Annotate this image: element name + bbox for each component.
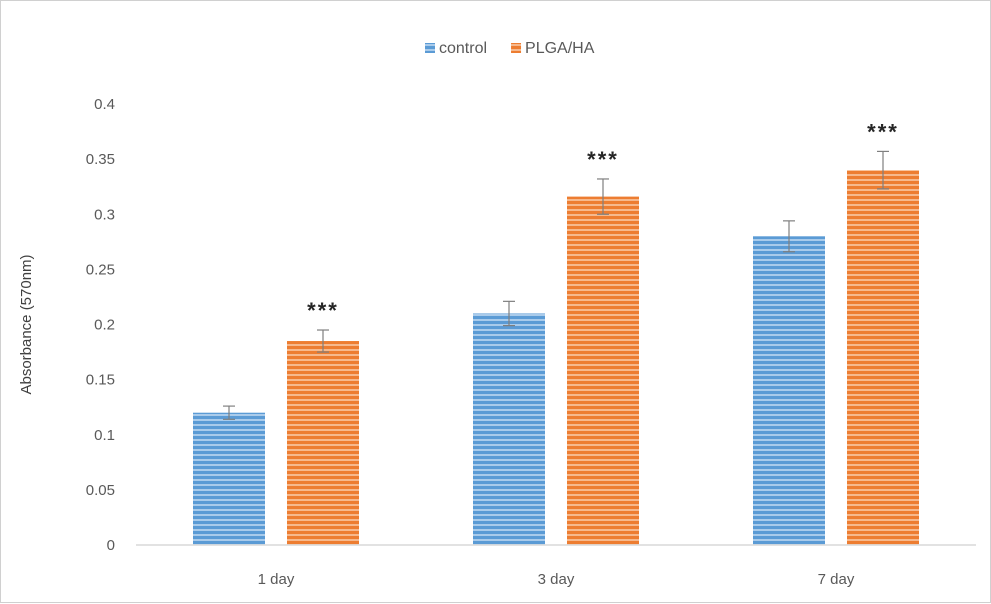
bar-plga-ha-2 [567, 196, 639, 546]
bar-control-3 [753, 236, 825, 546]
significance-annotations: *** *** *** [307, 119, 899, 323]
bar-plga-ha-1 [287, 341, 359, 545]
significance-annotation: *** [587, 147, 619, 172]
legend-swatch [511, 43, 522, 53]
x-tick-label: 3 day [538, 571, 575, 588]
error-bar-plga-ha-3 [877, 150, 889, 190]
y-tick-label: 0.2 [94, 317, 115, 334]
y-tick-label: 0.3 [94, 206, 115, 223]
x-tick-label: 1 day [258, 571, 295, 588]
legend-item-control: control [425, 40, 487, 57]
significance-annotation: *** [307, 298, 339, 323]
error-bar-plga-ha-1 [317, 329, 329, 353]
error-bar-control-1 [223, 405, 235, 420]
x-axis: 1 day 3 day 7 day [258, 571, 855, 588]
y-axis: 0 0.05 0.1 0.15 0.2 0.25 0.3 0.35 0.4 [86, 96, 115, 554]
x-tick-label: 7 day [818, 571, 855, 588]
y-tick-label: 0 [107, 537, 115, 554]
y-tick-label: 0.15 [86, 372, 115, 389]
bar-control-2 [473, 313, 545, 545]
error-bar-control-2 [503, 300, 515, 327]
y-tick-label: 0.25 [86, 261, 115, 278]
y-axis-title: Absorbance (570nm) [18, 254, 35, 394]
legend-label: PLGA/HA [525, 40, 595, 57]
bar-control-1 [193, 412, 265, 545]
y-tick-label: 0.05 [86, 482, 115, 499]
legend-item-plga-ha: PLGA/HA [511, 40, 595, 57]
legend-label: control [439, 40, 487, 57]
y-tick-label: 0.35 [86, 151, 115, 168]
significance-annotation: *** [867, 119, 899, 144]
error-bars [223, 150, 889, 420]
y-tick-label: 0.1 [94, 427, 115, 444]
bar-plga-ha-3 [847, 170, 919, 545]
bars [193, 170, 919, 546]
error-bar-control-3 [783, 220, 795, 253]
legend-swatch [425, 43, 435, 53]
legend: control PLGA/HA [425, 40, 595, 57]
y-tick-label: 0.4 [94, 96, 115, 113]
error-bar-plga-ha-2 [597, 178, 609, 215]
